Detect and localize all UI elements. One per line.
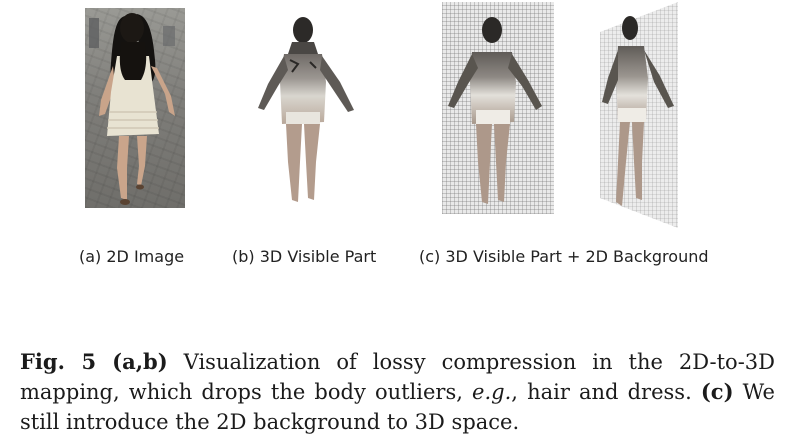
figure: (a) 2D Image (b) 3D Visible Part (c) 3D … xyxy=(79,2,709,266)
render-3d-visible-part xyxy=(248,12,366,208)
caption-part-c: (c) xyxy=(700,379,734,404)
caption-eg: e.g. xyxy=(472,380,512,404)
caption-part-ab: (a,b) xyxy=(112,349,168,374)
panel-a-label: (a) 2D Image xyxy=(79,247,185,266)
render-3d-with-background-side xyxy=(596,2,682,228)
render-3d-with-background-front xyxy=(442,2,554,214)
panel-c-label: (c) 3D Visible Part + 2D Background xyxy=(419,247,709,266)
caption-text-1: Visualization of lossy compression in th… xyxy=(20,350,775,404)
photo-2d-image xyxy=(85,8,185,208)
caption-text-2: , hair and dress. xyxy=(511,380,701,404)
figure-label: Fig. 5 xyxy=(20,349,97,374)
panel-b-label: (b) 3D Visible Part xyxy=(232,247,377,266)
figure-caption: Fig. 5 (a,b) Visualization of lossy comp… xyxy=(20,347,775,437)
